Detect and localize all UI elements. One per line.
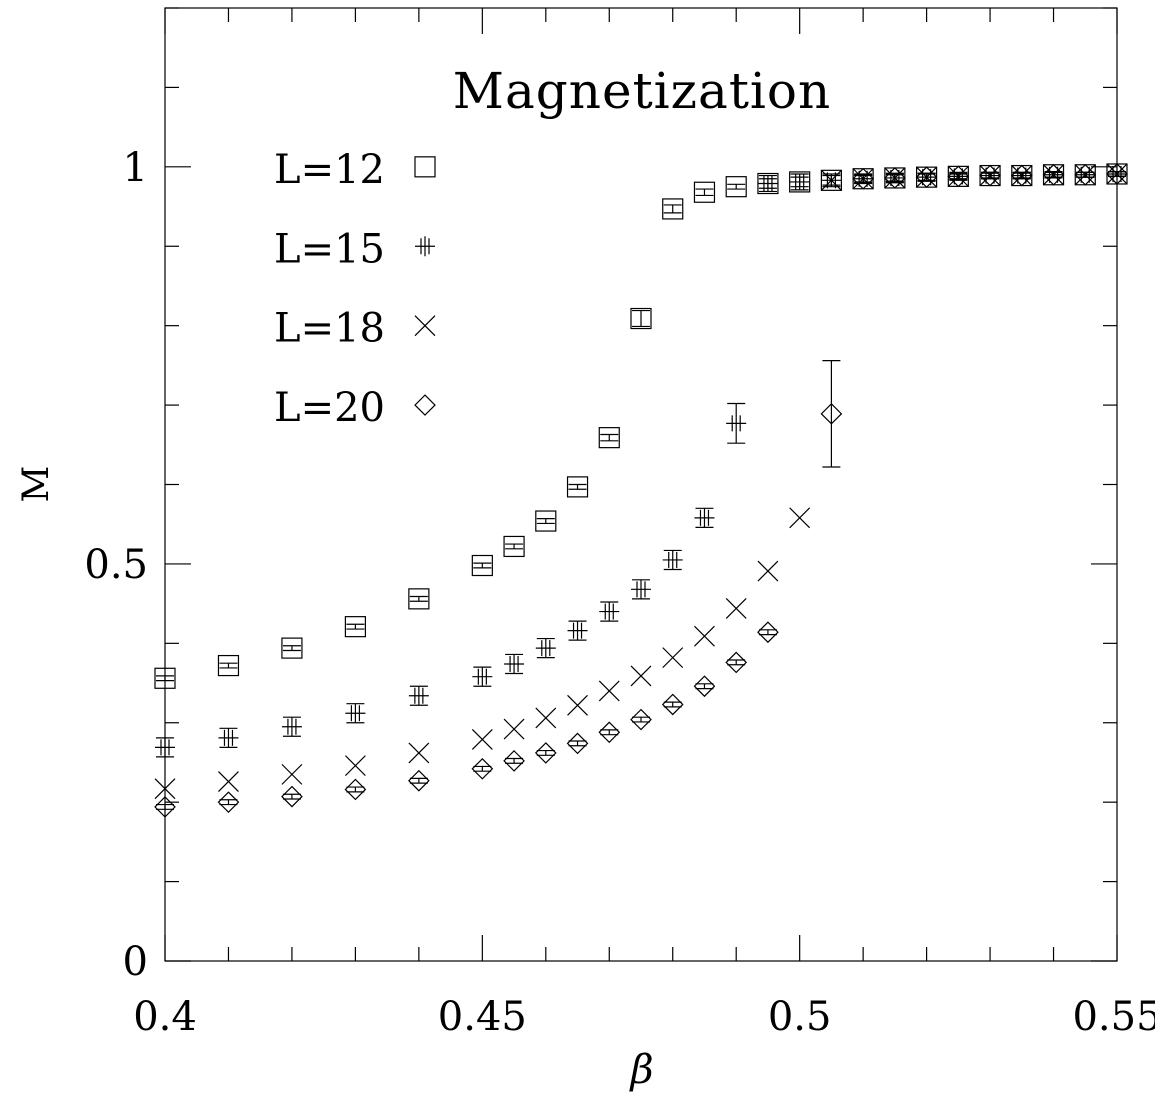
- axis-tick-labels: 0.4 0.45 0.5 0.55 0 0.5 1: [84, 145, 1155, 1040]
- data-point: [725, 651, 748, 674]
- data-point: [1106, 163, 1128, 185]
- legend-label: L=20: [274, 385, 385, 431]
- x-tick-label: 0.55: [1072, 994, 1155, 1040]
- legend-label: L=15: [274, 226, 385, 272]
- data-point: [281, 763, 303, 785]
- data-point: [631, 579, 651, 600]
- x-tick-label: 0.5: [768, 994, 832, 1040]
- data-point: [661, 693, 684, 716]
- data-point: [662, 647, 684, 669]
- x-tick-label: 0.4: [133, 994, 197, 1040]
- data-point: [408, 685, 429, 706]
- data-point: [852, 167, 874, 190]
- data-point: [1074, 163, 1097, 186]
- legend-item: L=20: [274, 385, 436, 431]
- data-point: [567, 620, 588, 641]
- data-point: [915, 166, 938, 189]
- data-point: [155, 737, 175, 758]
- data-point: [503, 750, 525, 772]
- y-axis-label: M: [16, 466, 57, 503]
- y-tick-label: 1: [123, 145, 148, 191]
- data-point: [757, 175, 778, 192]
- legend-label: L=18: [274, 306, 385, 352]
- data-point: [344, 778, 367, 801]
- data-point: [503, 535, 525, 558]
- legend-item: L=12: [274, 147, 436, 193]
- legend-marker: [414, 315, 436, 337]
- data-point: [598, 427, 620, 449]
- data-point: [726, 402, 747, 444]
- data-point: [154, 778, 176, 800]
- data-point: [281, 637, 303, 659]
- data-point: [630, 307, 652, 330]
- y-tick-label: 0.5: [84, 542, 148, 588]
- data-point: [662, 549, 683, 571]
- data-point: [281, 785, 303, 808]
- data-point: [630, 665, 652, 687]
- data-point: [154, 796, 176, 818]
- data-point: [693, 675, 716, 698]
- data-point: [472, 666, 493, 687]
- data-point: [534, 742, 557, 764]
- data-point: [662, 198, 684, 220]
- series-l-20: [154, 163, 1128, 818]
- data-point: [725, 176, 747, 198]
- data-point: [535, 637, 556, 659]
- data-point: [345, 703, 366, 724]
- data-point: [566, 476, 589, 498]
- data-point: [567, 694, 588, 716]
- data-point: [217, 654, 240, 677]
- data-point: [599, 601, 620, 622]
- data-point: [471, 554, 493, 577]
- data-point: [789, 173, 810, 190]
- x-axis-label: β: [628, 1047, 653, 1093]
- data-point: [503, 718, 525, 740]
- data-point: [535, 510, 557, 532]
- data-point: [598, 680, 620, 702]
- data-point: [154, 667, 176, 689]
- data-point: [789, 507, 811, 529]
- data-point: [725, 597, 747, 619]
- data-series: [154, 163, 1128, 818]
- data-point: [820, 169, 842, 191]
- data-point: [535, 707, 557, 729]
- data-point: [344, 755, 366, 777]
- data-point: [504, 653, 525, 675]
- data-point: [408, 742, 430, 764]
- data-point: [884, 167, 906, 189]
- legend-item: L=15: [274, 226, 435, 272]
- legend-marker: [414, 156, 436, 178]
- y-tick-label: 0: [123, 939, 148, 985]
- data-point: [757, 560, 779, 582]
- x-tick-label: 0.45: [438, 994, 527, 1040]
- data-point: [598, 721, 621, 744]
- legend-item: L=18: [274, 306, 436, 352]
- data-point: [217, 791, 240, 814]
- data-point: [757, 621, 779, 644]
- data-point: [630, 708, 652, 731]
- data-point: [694, 625, 715, 647]
- legend: L=12 L=15 L=18 L=20: [274, 147, 436, 431]
- data-point: [820, 360, 843, 468]
- data-point: [693, 181, 716, 203]
- legend-marker: [414, 394, 436, 416]
- data-point: [566, 732, 589, 755]
- chart-title: Magnetization: [453, 62, 831, 120]
- data-point: [408, 769, 430, 792]
- axis-ticks: [164, 7, 1118, 962]
- legend-label: L=12: [274, 147, 385, 193]
- data-point: [408, 588, 430, 610]
- data-point: [471, 757, 494, 780]
- data-point: [1010, 164, 1033, 187]
- data-point: [947, 165, 970, 188]
- data-point: [281, 716, 302, 737]
- data-point: [1042, 163, 1065, 186]
- data-point: [471, 729, 493, 750]
- data-point: [218, 727, 239, 748]
- data-point: [694, 507, 715, 528]
- data-point: [344, 616, 366, 638]
- data-point: [979, 164, 1001, 187]
- data-point: [218, 771, 239, 792]
